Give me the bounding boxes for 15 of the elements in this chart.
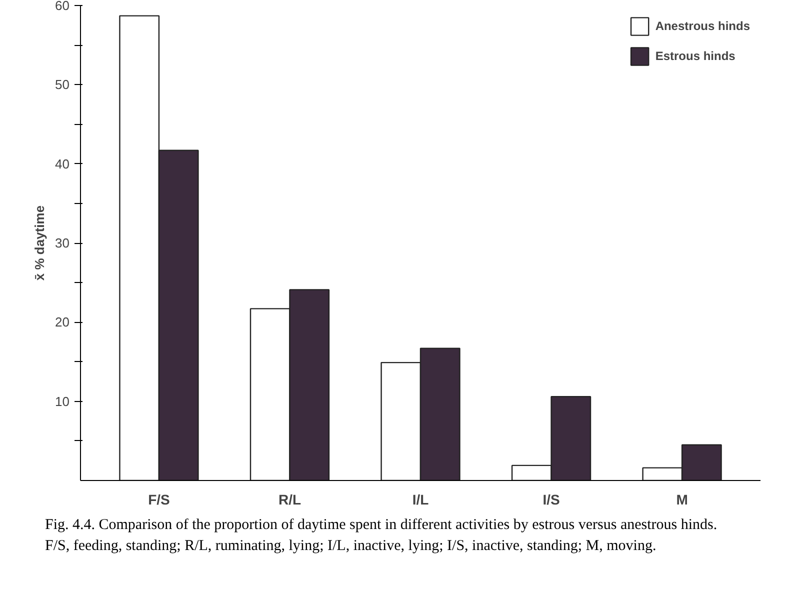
y-tick-label: 50 — [55, 77, 70, 92]
legend-label: Estrous hinds — [655, 49, 736, 63]
x-tick-label: R/L — [278, 492, 302, 508]
x-tick-label: I/L — [412, 492, 430, 508]
y-tick-label: 40 — [55, 156, 70, 172]
x-tick-label: M — [676, 492, 688, 508]
caption: Fig. 4.4. Comparison of the proportion of daytime spent in different activities by estrous versus anestrous hinds. F/S, feeding, standing; R/L, ruminating, lying; I/L, inactive, lying; I/S, inactive, standing; M, moving. — [45, 516, 718, 556]
y-tick-label: 30 — [55, 236, 70, 250]
x-tick-label: I/S — [542, 492, 560, 508]
x-tick-label: F/S — [148, 492, 170, 508]
y-tick-label: 20 — [55, 314, 70, 330]
y-tick-label: 10 — [55, 394, 70, 409]
legend-label: Anestrous hinds — [655, 19, 750, 33]
y-axis-title: x̄ % daytime — [32, 205, 48, 281]
y-tick-label: 60 — [55, 0, 70, 13]
